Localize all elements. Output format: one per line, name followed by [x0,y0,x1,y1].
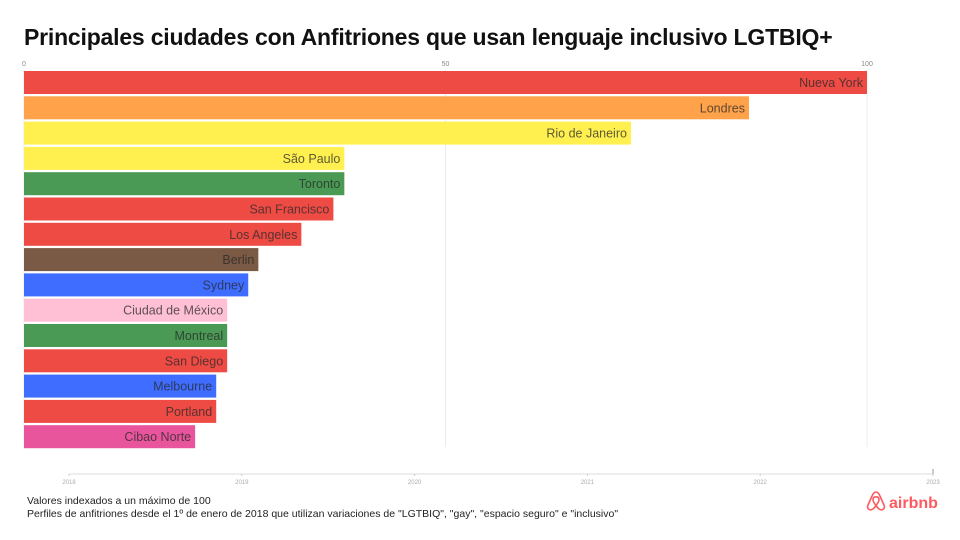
bar-label: Portland [166,405,213,419]
bar [24,298,228,322]
bar-label: Melbourne [153,380,212,394]
timeline-tick-label: 2018 [62,480,76,486]
bar [24,349,228,373]
x-tick-label: 50 [442,61,450,68]
bar [24,324,228,347]
timeline-tick-label: 2020 [408,480,422,486]
timeline-tick-label: 2019 [235,480,249,486]
x-tick-label: 100 [861,61,873,68]
bar [24,222,302,246]
bar [24,248,259,272]
bar [24,425,196,449]
bar-label: Nueva York [799,76,864,90]
footnote-line-1: Valores indexados a un máximo de 100 [27,495,211,507]
bar-label: Toronto [299,177,341,191]
timeline-tick-label: 2022 [754,480,768,486]
timeline-tick-label: 2023 [926,480,940,486]
bar-label: San Diego [165,354,223,368]
bar-label: São Paulo [283,152,341,166]
airbnb-logo: airbnb [866,490,938,517]
bar-label: Berlin [222,253,254,267]
chart-title: Principales ciudades con Anfitriones que… [24,24,833,50]
x-tick-label: 0 [22,61,26,68]
bar-label: Rio de Janeiro [546,127,627,141]
chart-footnote: Valores indexados a un máximo de 100 Per… [27,495,618,521]
bar-label: San Francisco [249,203,329,217]
bar [24,172,345,196]
bar [24,399,217,423]
timeline-tick-label: 2021 [581,480,595,486]
bar [24,374,217,398]
bar-label: Sydney [203,278,245,292]
bar-label: Montreal [175,329,224,343]
bar-label: Ciudad de México [123,304,223,318]
bar [24,273,249,297]
bar [24,197,334,221]
bar [24,71,867,94]
footnote-line-2: Perfiles de anfitriones desde el 1º de e… [27,508,619,520]
airbnb-wordmark: airbnb [889,494,938,512]
bar-label: Cibao Norte [124,430,191,444]
airbnb-belo-icon [866,490,886,517]
bar [24,96,749,120]
bar [24,146,345,170]
bar [24,121,631,145]
bar-label: Los Angeles [229,228,297,242]
bar-label: Londres [700,101,745,115]
